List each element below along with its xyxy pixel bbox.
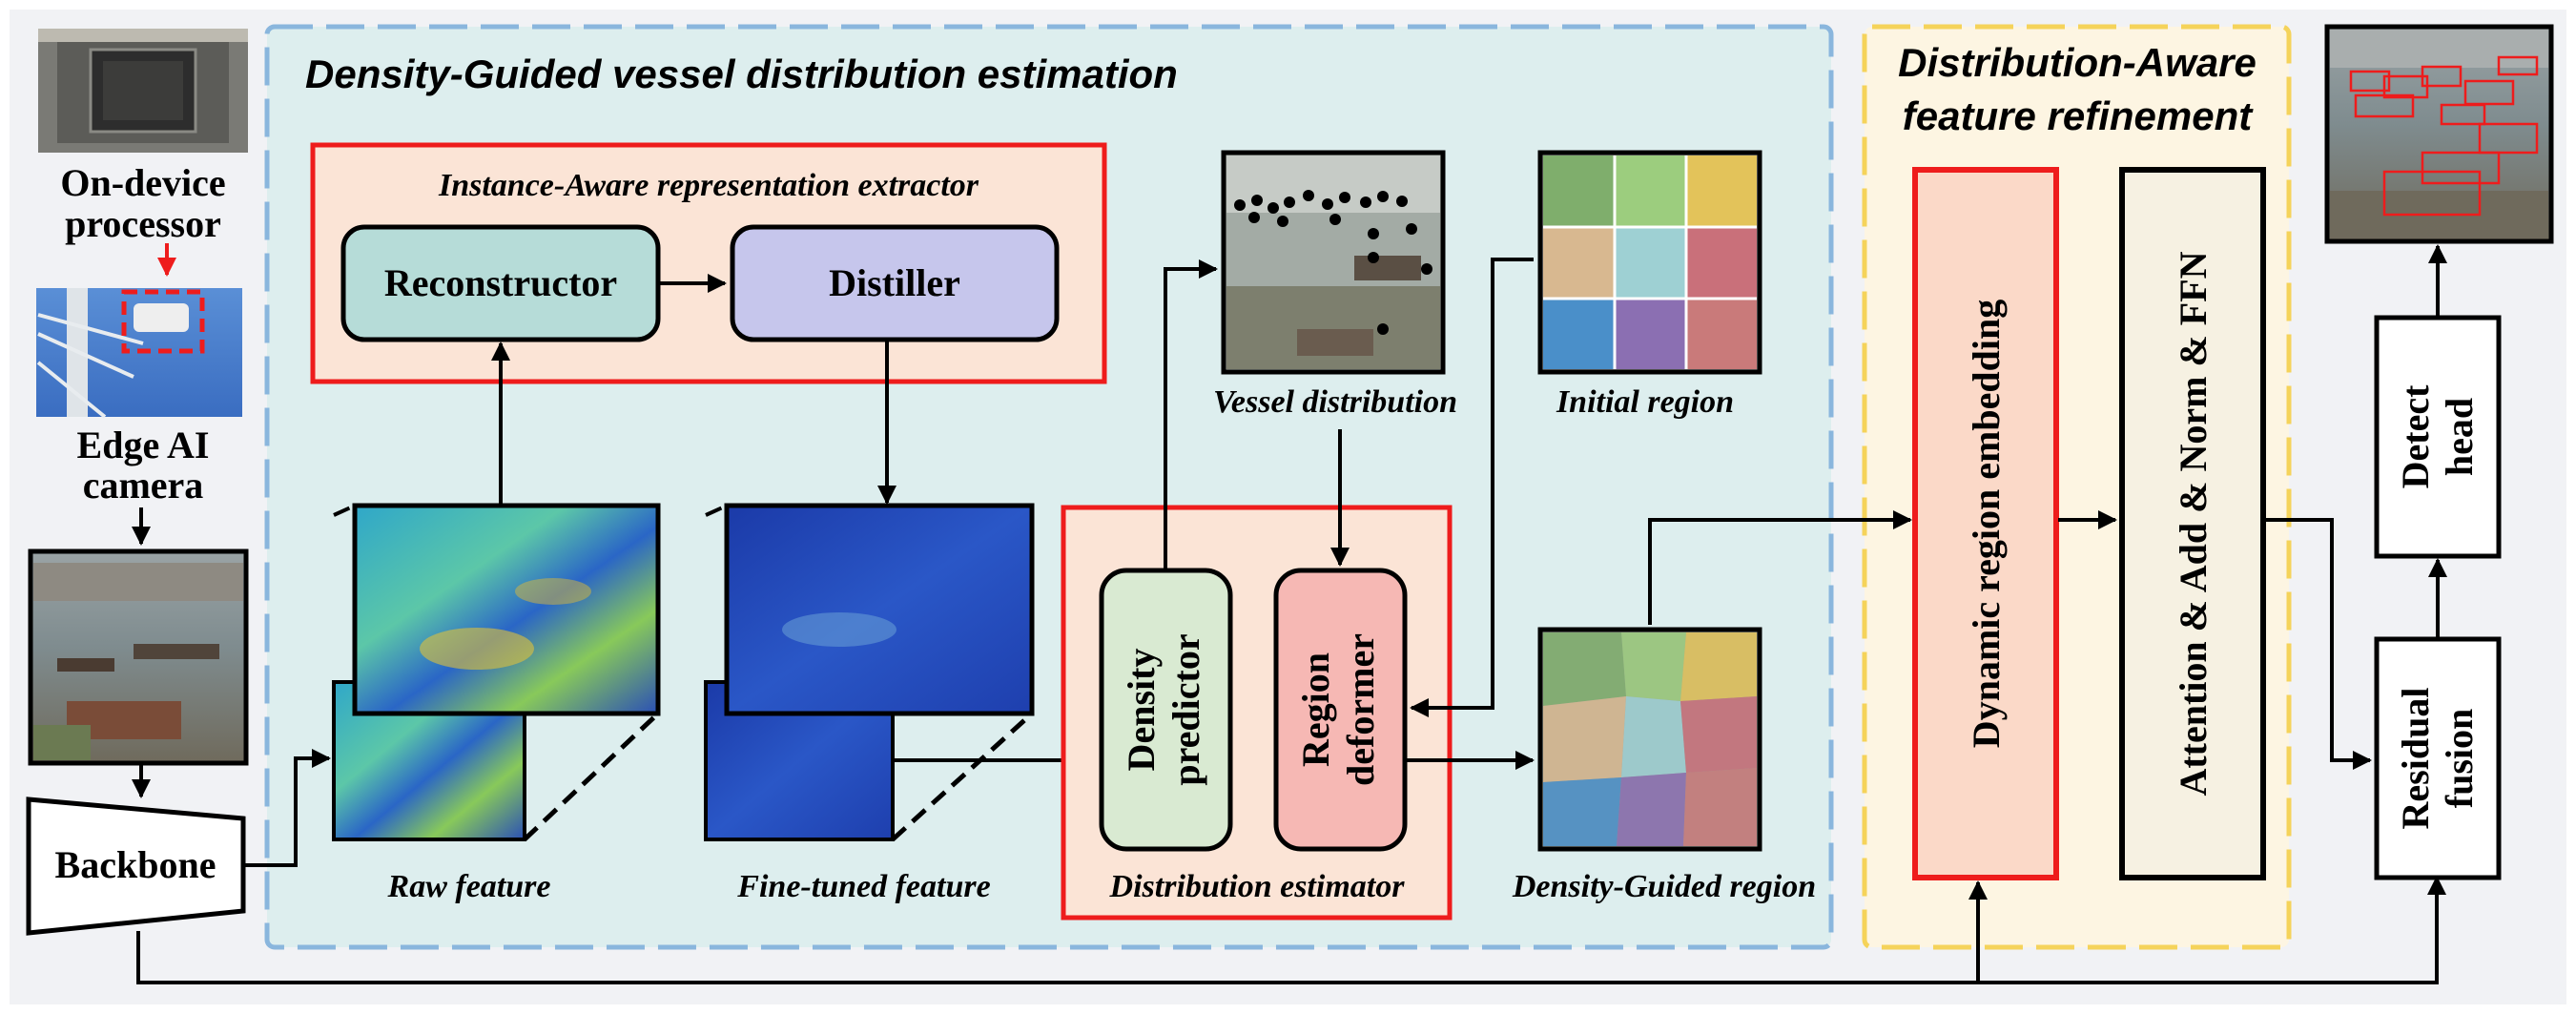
finetuned-feature-caption: Fine-tuned feature xyxy=(736,869,990,904)
arrow-attention-to-residual-fusion xyxy=(2265,518,2372,770)
dynamic-region-embedding-block xyxy=(1912,167,2059,880)
vessel-point-markers xyxy=(1234,190,1432,335)
residual-fusion-block xyxy=(2374,636,2502,880)
camera-label-line1: Edge AI xyxy=(77,424,210,466)
vessel-distribution-caption: Vessel distribution xyxy=(1213,384,1457,420)
initial-region-caption: Initial region xyxy=(1556,384,1734,420)
edge-ai-camera-image xyxy=(36,288,242,419)
distiller-block xyxy=(730,224,1060,342)
raw-feature-caption: Raw feature xyxy=(387,869,551,904)
reconstructor-block xyxy=(340,224,661,342)
initial-region-image xyxy=(1537,150,1762,375)
arrow-density-predictor-to-vessel-distribution xyxy=(1164,259,1218,569)
arrow-backbone-to-raw-feature xyxy=(245,749,331,867)
processor-label-line2: processor xyxy=(65,202,221,245)
backbone-block xyxy=(26,797,246,936)
density-predictor-label-line1: Density xyxy=(1120,649,1163,772)
density-predictor-block xyxy=(1099,568,1233,852)
finetuned-feature-maps xyxy=(704,503,1035,841)
residual-fusion-label-line1: Residual xyxy=(2394,688,2437,830)
region-deformer-label-line2: deformer xyxy=(1339,633,1382,786)
vessel-distribution-image xyxy=(1221,150,1446,375)
raw-feature-maps xyxy=(332,503,661,841)
input-image xyxy=(28,548,249,766)
camera-label-line2: camera xyxy=(83,464,204,507)
distiller-label: Distiller xyxy=(829,261,960,304)
region-deformer-block xyxy=(1273,568,1408,852)
detect-head-block xyxy=(2374,315,2502,559)
density-guided-region-image xyxy=(1537,627,1762,852)
instance-extractor-title: Instance-Aware representation extractor xyxy=(438,168,979,203)
residual-fusion-label-line2: fusion xyxy=(2438,709,2481,809)
density-predictor-label-line2: predictor xyxy=(1164,633,1207,785)
reconstructor-label: Reconstructor xyxy=(384,261,617,304)
region-deformer-label-line1: Region xyxy=(1294,652,1337,767)
distribution-estimator-caption: Distribution estimator xyxy=(1109,869,1406,904)
on-device-processor-image xyxy=(38,29,248,153)
skip-connection-line xyxy=(136,876,2446,984)
arrow-initial-region-to-region-deformer xyxy=(1410,258,1534,717)
processor-label-line1: On-device xyxy=(60,161,225,204)
distribution-aware-title-line2: feature refinement xyxy=(1903,93,2254,138)
distribution-aware-title-line1: Distribution-Aware xyxy=(1898,40,2257,85)
density-guided-title: Density-Guided vessel distribution estim… xyxy=(305,52,1178,96)
detect-head-label-line2: head xyxy=(2438,398,2481,476)
backbone-label: Backbone xyxy=(55,843,216,886)
attention-block xyxy=(2119,167,2266,880)
arrow-density-guided-region-to-dynamic-embedding xyxy=(1648,510,1912,625)
attention-block-label: Attention & Add & Norm & FFN xyxy=(2172,251,2215,796)
detect-head-label-line1: Detect xyxy=(2394,384,2437,488)
detection-output-image xyxy=(2324,24,2554,244)
density-guided-region-caption: Density-Guided region xyxy=(1512,869,1816,904)
dynamic-region-embedding-label: Dynamic region embedding xyxy=(1965,300,2008,748)
